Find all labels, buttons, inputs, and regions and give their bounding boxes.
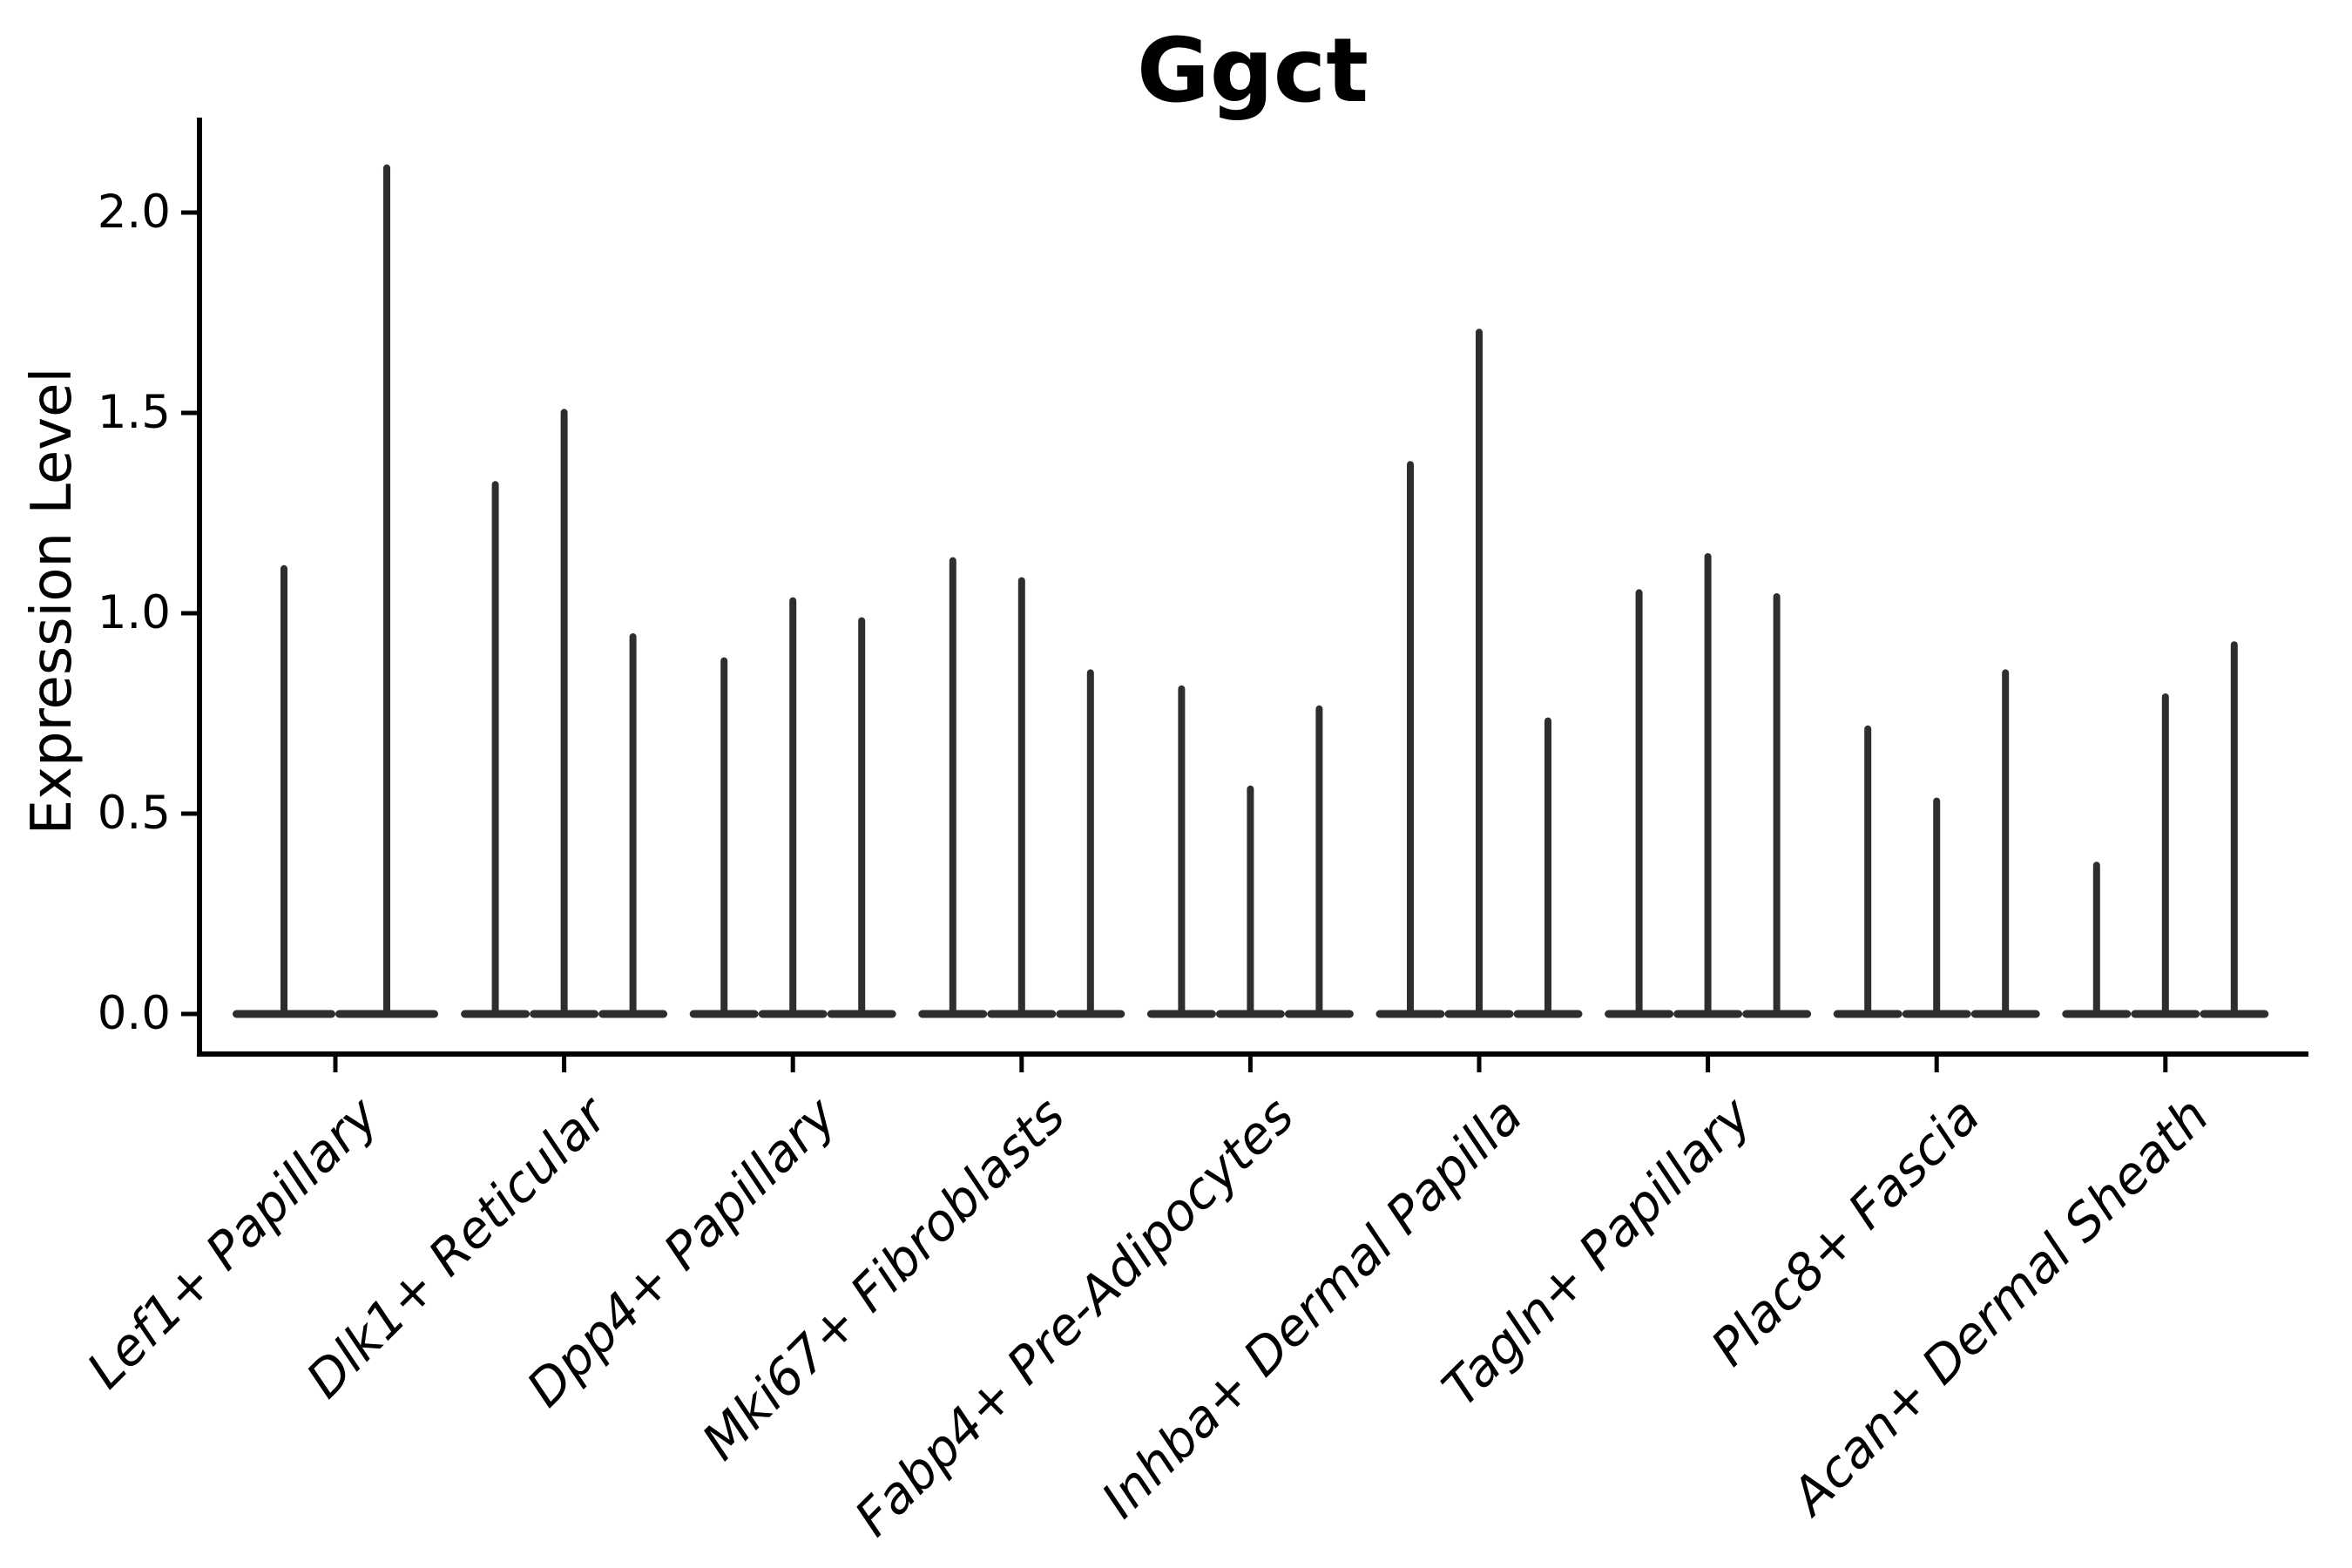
violin-spike — [1247, 785, 1254, 1014]
violin-base — [2131, 1010, 2200, 1018]
y-tick-label: 1.0 — [97, 586, 171, 639]
y-tick-label: 0.0 — [97, 987, 171, 1040]
violin-base — [1902, 1010, 1971, 1018]
violin-base — [530, 1010, 599, 1018]
violin-spike — [1704, 553, 1712, 1014]
violin-spike — [629, 633, 637, 1014]
violin-spike — [383, 164, 390, 1015]
violin-base — [1673, 1010, 1743, 1018]
violin-spike — [1544, 717, 1551, 1014]
violin-base — [1056, 1010, 1125, 1018]
violin-base — [827, 1010, 896, 1018]
violin-spike — [1773, 593, 1781, 1014]
violin-base — [1375, 1010, 1445, 1018]
violin-spike — [1407, 461, 1414, 1014]
y-tick-mark — [181, 210, 197, 215]
violin-base — [598, 1010, 668, 1018]
violin-spike — [1315, 705, 1323, 1014]
y-tick-label: 1.5 — [97, 386, 171, 439]
violin-base — [1970, 1010, 2040, 1018]
x-tick-mark — [1706, 1057, 1711, 1072]
violin-base — [2200, 1010, 2269, 1018]
violin-base — [758, 1010, 828, 1018]
y-tick-mark — [181, 611, 197, 616]
violin-spike — [2092, 862, 2100, 1014]
x-axis-spine — [197, 1051, 2308, 1057]
x-tick-mark — [1477, 1057, 1482, 1072]
violin-base — [1284, 1010, 1354, 1018]
x-tick-mark — [562, 1057, 567, 1072]
violin-spike — [1017, 577, 1025, 1014]
violin-spike — [720, 657, 728, 1014]
violin-spike — [1178, 685, 1186, 1014]
violin-spike — [1635, 589, 1643, 1014]
x-tick-mark — [790, 1057, 795, 1072]
violin-base — [1215, 1010, 1285, 1018]
violin-base — [1742, 1010, 1812, 1018]
violin-spike — [858, 617, 866, 1014]
violin-spike — [2230, 641, 2238, 1014]
chart-title: Ggct — [1137, 19, 1369, 123]
violin-base — [1444, 1010, 1514, 1018]
violin-spike — [2002, 669, 2010, 1014]
violin-base — [233, 1010, 335, 1018]
y-axis-spine — [197, 118, 202, 1057]
violin-spike — [1864, 725, 1872, 1014]
y-tick-label: 2.0 — [97, 186, 171, 239]
violin-spike — [1933, 797, 1941, 1014]
violin-base — [461, 1010, 531, 1018]
violin-base — [987, 1010, 1057, 1018]
violin-base — [335, 1010, 438, 1018]
x-tick-mark — [1019, 1057, 1024, 1072]
y-tick-mark — [181, 811, 197, 816]
violin-base — [1833, 1010, 1903, 1018]
x-tick-mark — [1247, 1057, 1253, 1072]
y-tick-mark — [181, 410, 197, 416]
violin-spike — [789, 597, 797, 1014]
violin-spike — [560, 409, 568, 1014]
y-tick-mark — [181, 1011, 197, 1017]
violin-base — [918, 1010, 988, 1018]
x-tick-mark — [333, 1057, 338, 1072]
x-tick-mark — [2163, 1057, 2168, 1072]
violin-spike — [949, 557, 956, 1014]
violin-base — [689, 1010, 759, 1018]
violin-base — [1146, 1010, 1216, 1018]
violin-spike — [491, 481, 499, 1014]
x-tick-mark — [1934, 1057, 1939, 1072]
y-tick-label: 0.5 — [97, 787, 171, 840]
violin-base — [1605, 1010, 1674, 1018]
violin-base — [2062, 1010, 2132, 1018]
violin-spike — [1476, 328, 1483, 1014]
violin-spike — [2161, 693, 2169, 1014]
violin-spike — [280, 564, 287, 1014]
violin-spike — [1086, 669, 1094, 1014]
violin-base — [1513, 1010, 1583, 1018]
